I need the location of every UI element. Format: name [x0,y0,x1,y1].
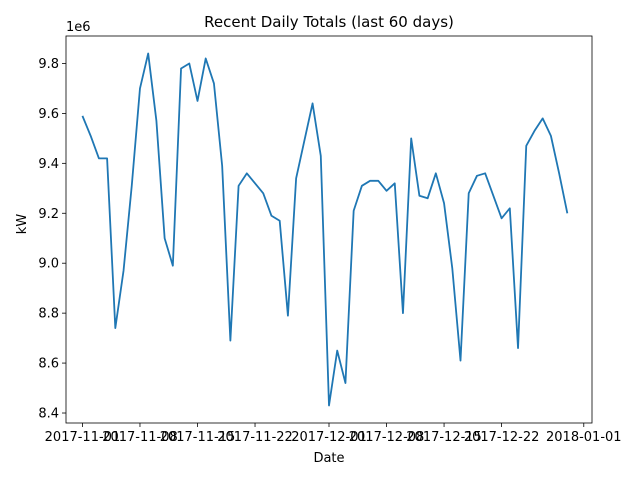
y-tick-label: 9.6 [38,107,59,122]
y-tick-label: 9.0 [38,257,59,272]
y-offset-label: 1e6 [66,20,91,35]
series-line-0 [81,52,569,407]
y-tick-label: 8.6 [38,357,59,372]
y-tick-label: 9.2 [38,207,59,222]
x-tick-label: 2018-01-01 [546,430,622,445]
x-tick-label: 2017-12-22 [464,430,540,445]
x-tick-label: 2017-12-01 [291,430,367,445]
x-tick-label: 2017-11-01 [45,430,121,445]
x-axis-label: Date [313,451,344,466]
plot-frame [65,35,593,424]
y-tick-label: 9.4 [38,157,59,172]
x-tick-label: 2017-12-08 [349,430,425,445]
x-tick-label: 2017-11-22 [217,430,293,445]
x-tick-label: 2017-11-15 [160,430,236,445]
y-tick-label: 9.8 [38,57,59,72]
chart-title: Recent Daily Totals (last 60 days) [204,13,454,31]
plot-area [65,35,593,424]
x-tick-label: 2017-11-08 [102,430,178,445]
x-axis: 2017-11-012017-11-082017-11-152017-11-22… [45,423,622,445]
y-tick-label: 8.4 [38,407,59,422]
y-axis: 8.4 8.6 8.8 9.0 9.2 9.4 9.6 9.8 [38,57,66,422]
y-axis-label: kW [15,214,30,235]
y-tick-label: 8.8 [38,307,59,322]
series-group [81,52,569,407]
x-tick-label: 2017-12-15 [406,430,482,445]
